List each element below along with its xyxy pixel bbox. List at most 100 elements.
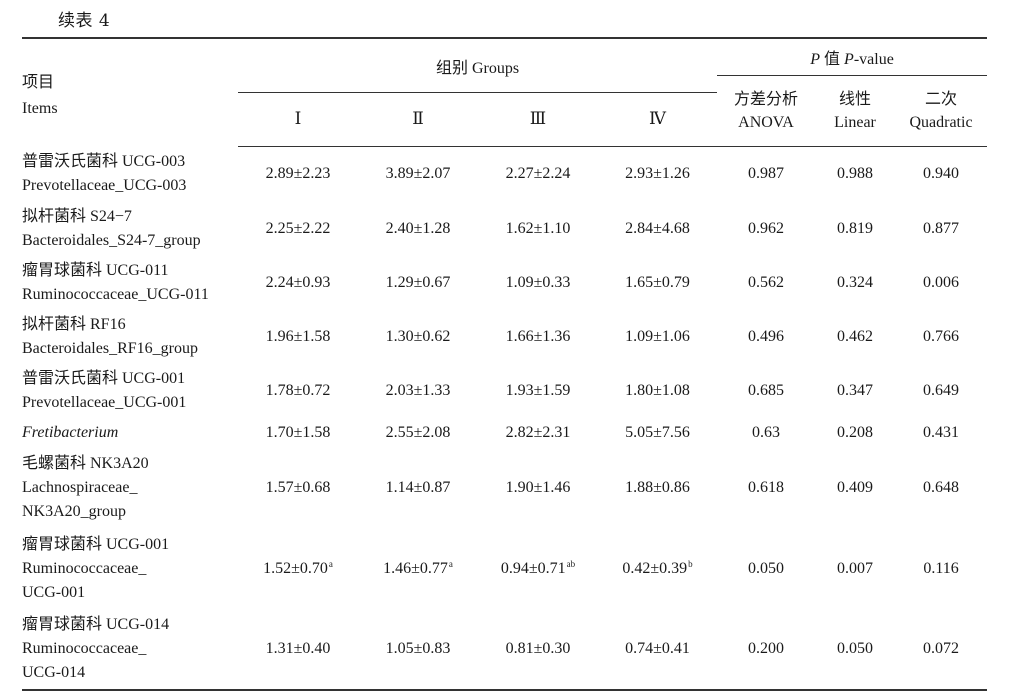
mean-sd-value: 1.96±1.58 bbox=[265, 327, 331, 345]
groups-header: 组别 Groups bbox=[238, 38, 717, 93]
item-name-line: UCG-001 bbox=[22, 583, 86, 601]
item-name-cell: 普雷沃氏菌科 UCG-003 Prevotellaceae_UCG-003 bbox=[22, 147, 238, 202]
quadratic-value-cell: 0.648 bbox=[923, 478, 960, 496]
group-4-value-cell: 0.74±0.41 bbox=[598, 610, 717, 690]
linear-value-cell: 0.050 bbox=[837, 640, 873, 657]
item-name-line: UCG-014 bbox=[22, 664, 86, 681]
mean-sd-value: 1.52±0.70 bbox=[263, 560, 328, 577]
table-caption: 续表 4 bbox=[58, 11, 111, 31]
item-name-cell: 拟杆菌科 RF16 Bacteroidales_RF16_group bbox=[22, 310, 238, 364]
table-row: 拟杆菌科 S24−7 Bacteroidales_S24-7_group 2.25±… bbox=[22, 202, 987, 256]
quadratic-value-cell: 0.006 bbox=[923, 273, 960, 291]
group-3-value-cell: 2.82±2.31 bbox=[478, 418, 598, 448]
group-1-value-cell: 1.96±1.58 bbox=[238, 310, 358, 364]
group-1-value-cell: 2.24±0.93 bbox=[238, 256, 358, 310]
linear-value-cell: 0.462 bbox=[837, 327, 873, 345]
group-1-value-cell: 1.31±0.40 bbox=[238, 610, 358, 690]
group-1-value-cell: 1.52±0.70a bbox=[238, 528, 358, 610]
linear-header: 线性 Linear bbox=[815, 75, 895, 147]
quadratic-value-cell: 0.940 bbox=[923, 165, 960, 183]
item-name-line: 普雷沃氏菌科 UCG-001 bbox=[22, 369, 186, 387]
significance-superscript: ab bbox=[566, 559, 576, 569]
mean-sd-value: 1.05±0.83 bbox=[385, 640, 451, 657]
group-2-value-cell: 2.03±1.33 bbox=[358, 364, 478, 418]
anova-value-cell: 0.496 bbox=[748, 327, 784, 345]
group-4-value-cell: 5.05±7.56 bbox=[598, 418, 717, 448]
linear-value-cell: 0.324 bbox=[837, 273, 873, 291]
significance-superscript: b bbox=[688, 559, 693, 569]
item-name-line: 拟杆菌科 S24−7 bbox=[22, 207, 132, 225]
item-name-line: Bacteroidales_S24-7_group bbox=[22, 231, 201, 249]
group-3-value-cell: 1.09±0.33 bbox=[478, 256, 598, 310]
anova-value-cell: 0.962 bbox=[748, 219, 784, 237]
significance-superscript: a bbox=[448, 559, 453, 569]
item-name-cell: 瘤胃球菌科 UCG-001 Ruminococcaceae_ UCG-001 bbox=[22, 528, 238, 610]
pvalue-symbol: P bbox=[810, 51, 821, 68]
group-3-value-cell: 1.93±1.59 bbox=[478, 364, 598, 418]
mean-sd-value: 1.65±0.79 bbox=[625, 273, 690, 291]
mean-sd-value: 1.30±0.62 bbox=[385, 327, 451, 345]
quadratic-value-cell: 0.072 bbox=[923, 640, 960, 657]
group-2-value-cell: 1.30±0.62 bbox=[358, 310, 478, 364]
item-name-line: Bacteroidales_RF16_group bbox=[22, 339, 198, 357]
linear-value-cell: 0.347 bbox=[837, 381, 873, 399]
mean-sd-value: 1.14±0.87 bbox=[385, 478, 451, 496]
mean-sd-value: 1.78±0.72 bbox=[265, 381, 331, 399]
mean-sd-value: 2.82±2.31 bbox=[505, 423, 571, 441]
mean-sd-value: 1.80±1.08 bbox=[625, 381, 690, 399]
table-row: 毛螺菌科 NK3A20 Lachnospiraceae_ NK3A20_group 1… bbox=[22, 448, 987, 528]
mean-sd-value: 2.03±1.33 bbox=[385, 381, 451, 399]
table-row: 普雷沃氏菌科 UCG-001 Prevotellaceae_UCG-001 1.78… bbox=[22, 364, 987, 418]
quadratic-value-cell: 0.877 bbox=[923, 219, 960, 237]
group-iii-header: Ⅲ bbox=[478, 92, 598, 147]
quadratic-value-cell: 0.649 bbox=[923, 381, 960, 399]
mean-sd-value: 1.66±1.36 bbox=[505, 327, 571, 345]
group-4-value-cell: 2.84±4.68 bbox=[598, 202, 717, 256]
linear-value-cell: 0.208 bbox=[837, 423, 873, 441]
item-name-line: Ruminococcaceae_ bbox=[22, 640, 147, 657]
table-row: 普雷沃氏菌科 UCG-003 Prevotellaceae_UCG-003 2.89… bbox=[22, 147, 987, 202]
group-4-value-cell: 0.42±0.39b bbox=[598, 528, 717, 610]
group-4-value-cell: 1.80±1.08 bbox=[598, 364, 717, 418]
mean-sd-value: 2.55±2.08 bbox=[385, 423, 451, 441]
quadratic-value-cell: 0.431 bbox=[923, 423, 960, 441]
item-name-line: Fretibacterium bbox=[22, 423, 119, 441]
mean-sd-value: 1.29±0.67 bbox=[385, 273, 451, 291]
mean-sd-value: 1.88±0.86 bbox=[625, 478, 690, 496]
group-3-value-cell: 1.66±1.36 bbox=[478, 310, 598, 364]
group-3-value-cell: 1.90±1.46 bbox=[478, 448, 598, 528]
group-1-value-cell: 1.78±0.72 bbox=[238, 364, 358, 418]
anova-en: ANOVA bbox=[738, 114, 794, 131]
items-header-en: Items bbox=[22, 99, 58, 117]
group-2-value-cell: 2.55±2.08 bbox=[358, 418, 478, 448]
mean-sd-value: 1.57±0.68 bbox=[265, 478, 331, 496]
group-2-value-cell: 1.46±0.77a bbox=[358, 528, 478, 610]
anova-value-cell: 0.987 bbox=[748, 165, 784, 183]
mean-sd-value: 0.42±0.39 bbox=[622, 560, 688, 577]
mean-sd-value: 1.93±1.59 bbox=[505, 381, 571, 399]
item-name-cell: 普雷沃氏菌科 UCG-001 Prevotellaceae_UCG-001 bbox=[22, 364, 238, 418]
group-1-value-cell: 1.57±0.68 bbox=[238, 448, 358, 528]
quadratic-en: Quadratic bbox=[909, 114, 973, 131]
item-name-line: Prevotellaceae_UCG-003 bbox=[22, 177, 187, 194]
item-name-line: 普雷沃氏菌科 UCG-003 bbox=[22, 153, 186, 170]
table-body: 普雷沃氏菌科 UCG-003 Prevotellaceae_UCG-003 2.89… bbox=[22, 147, 987, 690]
quadratic-value-cell: 0.116 bbox=[923, 559, 959, 577]
mean-sd-value: 0.81±0.30 bbox=[505, 640, 571, 657]
item-name-line: Lachnospiraceae_ bbox=[22, 478, 138, 496]
items-header: 项目 Items bbox=[22, 38, 238, 147]
group-2-value-cell: 3.89±2.07 bbox=[358, 147, 478, 202]
table-row: Fretibacterium 1.70±1.58 2.55±2.08 2.82±2.3… bbox=[22, 418, 987, 448]
pvalue-symbol-2: P bbox=[844, 51, 854, 68]
table-row: 瘤胃球菌科 UCG-001 Ruminococcaceae_ UCG-001 1.52… bbox=[22, 528, 987, 610]
item-name-line: 瘤胃球菌科 UCG-011 bbox=[22, 261, 169, 279]
anova-value-cell: 0.200 bbox=[748, 640, 784, 657]
linear-value-cell: 0.409 bbox=[837, 478, 873, 496]
item-name-line: Ruminococcaceae_UCG-011 bbox=[22, 285, 209, 303]
item-name-line: 拟杆菌科 RF16 bbox=[22, 315, 126, 333]
item-name-line: Prevotellaceae_UCG-001 bbox=[22, 393, 187, 411]
group-ii-header: Ⅱ bbox=[358, 92, 478, 147]
group-2-value-cell: 2.40±1.28 bbox=[358, 202, 478, 256]
mean-sd-value: 2.24±0.93 bbox=[265, 273, 331, 291]
group-4-value-cell: 1.88±0.86 bbox=[598, 448, 717, 528]
